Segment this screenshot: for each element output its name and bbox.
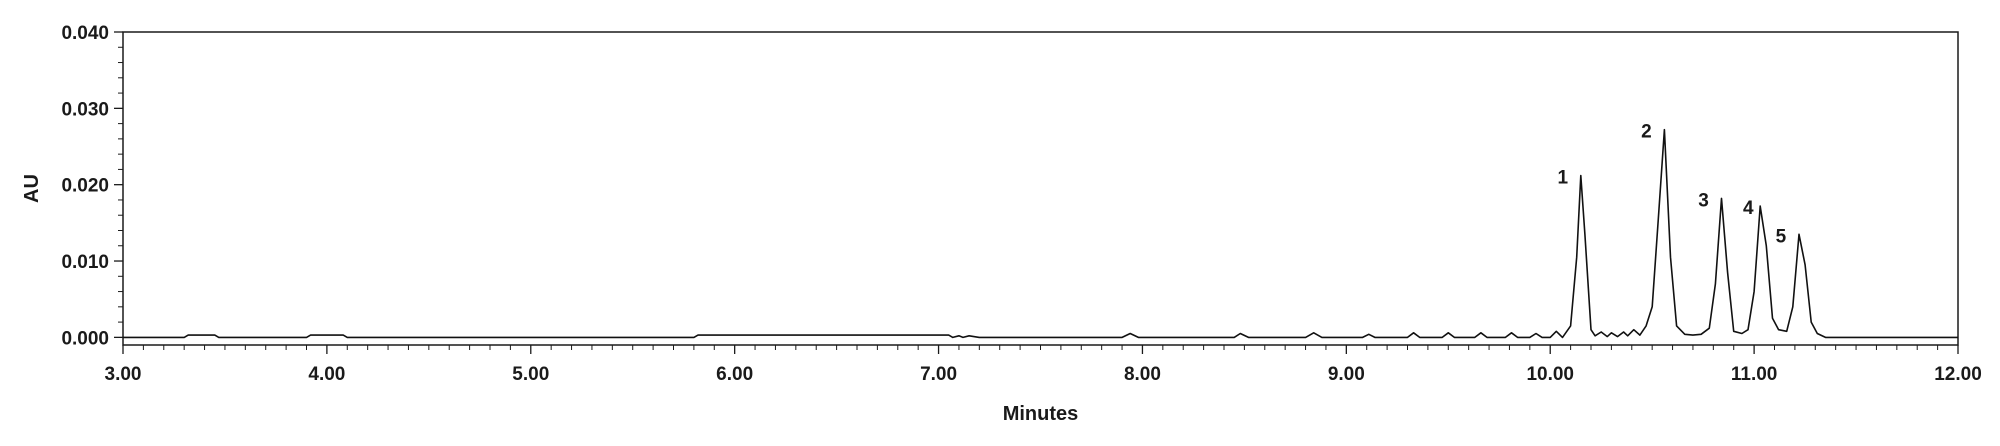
- x-tick-label: 5.00: [512, 364, 549, 385]
- x-tick-label: 11.00: [1731, 364, 1778, 385]
- y-tick-label: 0.010: [61, 252, 109, 273]
- x-axis: 3.00 4.00 5.00 6.00 7.00 8.00 9.00 10.00 11.00 12…: [105, 345, 1982, 385]
- y-tick-label: 0.000: [61, 328, 109, 349]
- series-group: [123, 128, 1958, 339]
- plot-frame: [122, 31, 1959, 346]
- y-tick-label: 0.030: [61, 99, 109, 120]
- peak-label-1: 1: [1558, 168, 1569, 189]
- y-tick-label: 0.040: [61, 23, 109, 44]
- chromatogram-trace: [123, 128, 1958, 339]
- peak-label-3: 3: [1698, 190, 1709, 211]
- peak-label-4: 4: [1743, 198, 1754, 219]
- peak-label-2: 2: [1641, 122, 1652, 143]
- x-tick-label: 9.00: [1328, 364, 1365, 385]
- x-tick-label: 8.00: [1124, 364, 1161, 385]
- x-tick-label: 3.00: [105, 364, 142, 385]
- x-tick-label: 4.00: [308, 364, 345, 385]
- x-axis-title: Minutes: [1003, 403, 1079, 425]
- x-tick-label: 10.00: [1526, 364, 1574, 385]
- x-tick-label: 6.00: [716, 364, 753, 385]
- peak-label-5: 5: [1776, 226, 1787, 247]
- x-tick-label: 12.00: [1934, 364, 1982, 385]
- y-tick-label: 0.020: [61, 176, 109, 197]
- y-axis: 0.000 0.010 0.020 0.030 0.040: [61, 23, 123, 349]
- x-tick-label: 7.00: [920, 364, 957, 385]
- peak-annotations: 1 2 3 4 5: [1558, 122, 1787, 248]
- y-axis-title: AU: [21, 174, 43, 203]
